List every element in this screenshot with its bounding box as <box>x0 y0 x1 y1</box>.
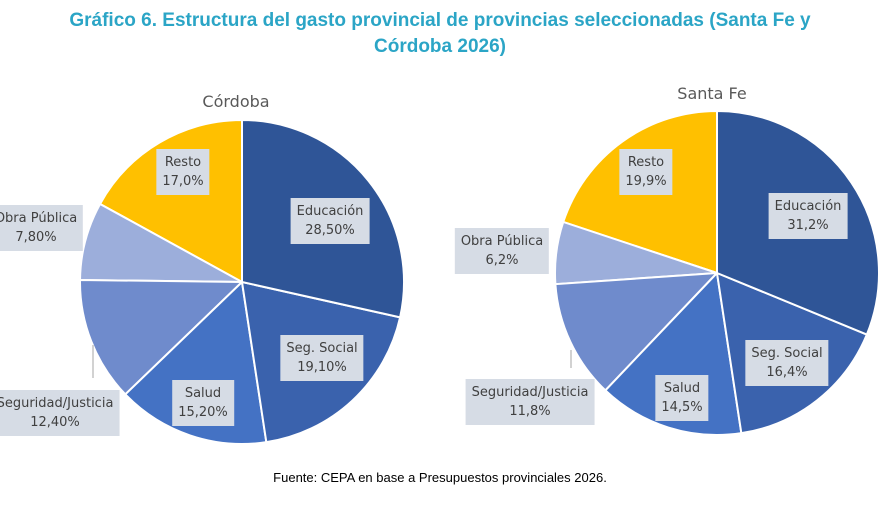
data-label: Seg. Social 16,4% <box>745 340 829 386</box>
data-label-category: Seg. Social <box>751 346 823 361</box>
data-label-category: Resto <box>164 155 202 170</box>
data-label-category: Resto <box>627 155 665 170</box>
data-label-value: 16,4% <box>766 365 808 380</box>
pie-slice-seguridad-justicia <box>79 278 245 396</box>
data-label-value: 31,2% <box>787 218 829 233</box>
pie-title-cordoba: Córdoba <box>202 92 270 111</box>
data-label-value: 19,10% <box>297 360 347 375</box>
source-note: Fuente: CEPA en base a Presupuestos prov… <box>273 470 607 485</box>
data-label-category: Salud <box>184 386 222 401</box>
data-label: Seg. Social 19,10% <box>280 335 364 381</box>
data-label: Obra Pública 6,2% <box>454 228 550 274</box>
data-label: Educación 31,2% <box>768 193 848 239</box>
data-label-category: Salud <box>663 381 701 396</box>
data-label-category: Seguridad/Justicia <box>471 385 589 400</box>
data-label: Educación 28,50% <box>290 198 370 244</box>
data-label: Salud 14,5% <box>655 375 709 421</box>
data-label-category: Educación <box>296 204 364 219</box>
data-label-category: Obra Pública <box>0 211 78 226</box>
data-label-value: 6,2% <box>485 253 519 268</box>
data-label-value: 14,5% <box>661 400 703 415</box>
title-line-1: Gráfico 6. Estructura del gasto provinci… <box>69 10 811 31</box>
data-label-value: 7,80% <box>15 230 57 245</box>
data-label-category: Seguridad/Justicia <box>0 396 114 411</box>
data-label-category: Educación <box>774 199 842 214</box>
data-label: Obra Pública 7,80% <box>0 205 84 251</box>
chart-title: Gráfico 6. Estructura del gasto provinci… <box>0 8 880 60</box>
data-label: Resto 19,9% <box>619 149 673 195</box>
data-label-value: 11,8% <box>509 404 551 419</box>
data-label: Seguridad/Justicia 11,8% <box>465 379 595 425</box>
title-line-2: Córdoba 2026) <box>374 36 506 57</box>
data-label: Seguridad/Justicia 12,40% <box>0 390 120 436</box>
data-label: Resto 17,0% <box>156 149 210 195</box>
data-label-value: 12,40% <box>30 415 80 430</box>
data-label: Salud 15,20% <box>172 380 234 426</box>
data-label-value: 17,0% <box>162 174 204 189</box>
pie-title-santa-fe: Santa Fe <box>677 84 747 103</box>
data-label-category: Obra Pública <box>460 234 544 249</box>
data-label-category: Seg. Social <box>286 341 358 356</box>
pie-slice-seguridad-justicia <box>554 271 720 392</box>
data-label-value: 19,9% <box>625 174 667 189</box>
data-label-value: 15,20% <box>178 405 228 420</box>
data-label-value: 28,50% <box>305 223 355 238</box>
